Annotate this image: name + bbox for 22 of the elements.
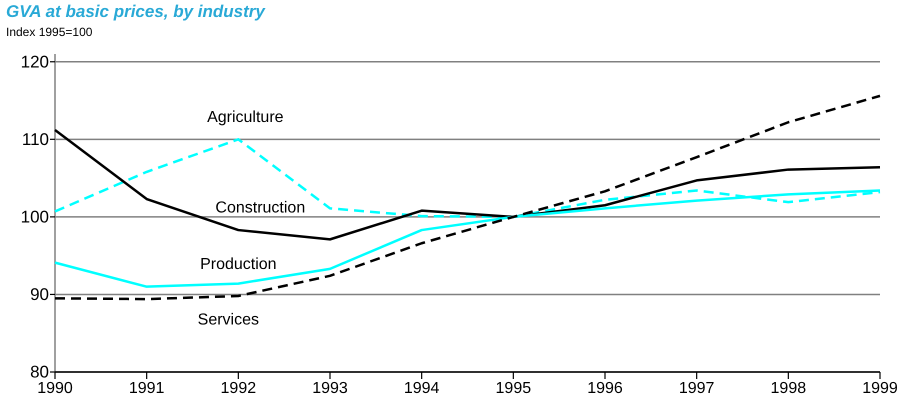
- series-label: Construction: [215, 200, 306, 217]
- x-tick-label: 1994: [404, 380, 440, 397]
- y-tick-label: 80: [30, 362, 49, 382]
- y-tick-label: 110: [22, 130, 49, 149]
- x-tick-label: 1995: [496, 380, 532, 397]
- x-tick-label: 1996: [587, 380, 623, 397]
- x-tick-label: 1998: [770, 380, 806, 397]
- chart-subtitle: Index 1995=100: [6, 25, 93, 39]
- x-tick-label: 1997: [678, 380, 715, 397]
- x-tick-label: 1990: [37, 380, 73, 397]
- x-tick-label: 1991: [128, 380, 165, 397]
- x-tick-label: 1999: [862, 380, 898, 397]
- x-tick-label: 1992: [220, 380, 256, 397]
- series-label: Services: [198, 311, 260, 328]
- series-label: Agriculture: [207, 108, 284, 126]
- y-tick-label: 90: [30, 284, 49, 304]
- chart-title: GVA at basic prices, by industry: [6, 2, 266, 21]
- y-tick-label: 100: [20, 207, 49, 226]
- x-tick-label: 1993: [312, 380, 348, 397]
- series-label: Production: [200, 256, 277, 274]
- y-tick-label: 120: [20, 52, 49, 72]
- line-series: [54, 94, 882, 300]
